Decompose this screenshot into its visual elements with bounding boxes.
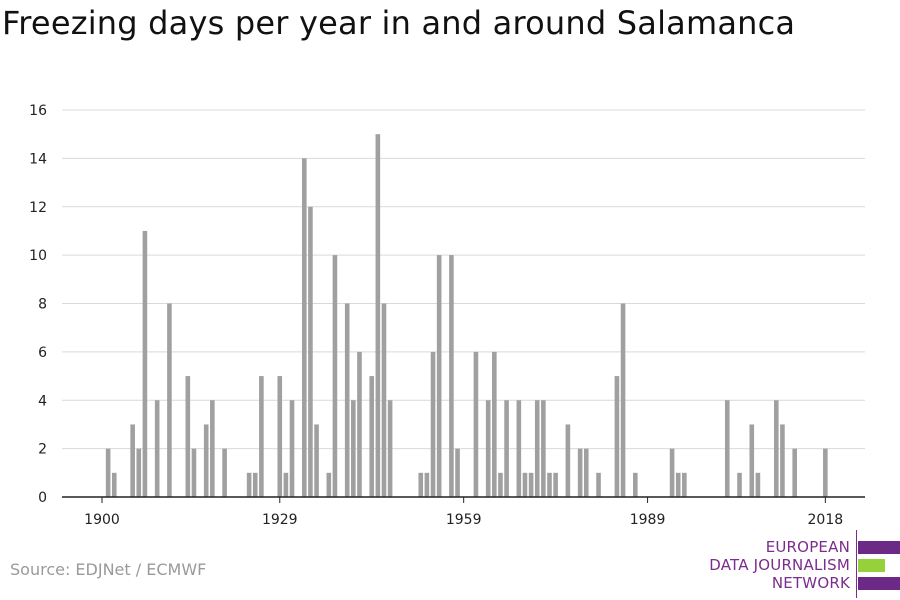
- bar-2010: [774, 400, 779, 497]
- y-tick-label-8: 8: [38, 297, 47, 313]
- bar-1926: [259, 376, 264, 497]
- bar-1914: [185, 376, 191, 497]
- bar-1966: [504, 400, 509, 497]
- bar-1954: [430, 351, 436, 497]
- bar-1981: [596, 472, 601, 497]
- bar-1974: [553, 472, 558, 497]
- bar-1925: [252, 472, 258, 497]
- gridlines: [62, 109, 865, 450]
- chart-title: Freezing days per year in and around Sal…: [2, 4, 796, 42]
- bar-1994: [675, 472, 681, 497]
- bar-1963: [485, 400, 491, 497]
- bar-1934: [308, 206, 313, 497]
- bar-1930: [283, 472, 289, 497]
- bar-2006: [749, 424, 755, 497]
- bar-1965: [498, 472, 503, 497]
- bar-1957: [449, 255, 454, 497]
- bar-1985: [620, 303, 626, 497]
- bar-1941: [351, 400, 356, 497]
- y-tick-label-14: 14: [29, 151, 47, 167]
- x-axis: 1900 1929 1959 1989 2018: [62, 496, 865, 528]
- bar-1944: [369, 376, 375, 497]
- bar-1907: [142, 230, 148, 497]
- logo-divider: [856, 530, 857, 598]
- bar-1946: [381, 303, 387, 497]
- logo-bar-bottom: [858, 577, 900, 590]
- bar-1935: [314, 424, 319, 497]
- y-tick-label-0: 0: [38, 490, 47, 506]
- bar-1976: [565, 424, 571, 497]
- y-tick-label-6: 6: [38, 345, 47, 361]
- bar-1933: [301, 158, 307, 497]
- logo-text-line-2: DATA JOURNALISM: [709, 556, 850, 574]
- x-tick-label-1959: 1959: [446, 512, 482, 528]
- bar-1984: [614, 376, 620, 497]
- bar-chart: 0 2 4 6 8 10 12 14 16 1900 1929 1959 1989 2018: [29, 103, 865, 528]
- source-note: Source: EDJNet / ECMWF: [10, 560, 207, 579]
- bar-1978: [577, 448, 583, 497]
- edjnet-logo[interactable]: EUROPEAN DATA JOURNALISM NETWORK: [700, 528, 900, 598]
- bar-1987: [633, 472, 638, 497]
- bar-1931: [289, 400, 295, 497]
- y-tick-label-2: 2: [38, 442, 47, 458]
- bar-1911: [167, 303, 172, 497]
- bar-1937: [326, 472, 332, 497]
- bar-1942: [357, 351, 362, 497]
- bar-1970: [528, 472, 534, 497]
- bar-1902: [111, 472, 117, 497]
- bar-1995: [682, 472, 687, 497]
- y-tick-label-4: 4: [38, 393, 47, 409]
- bar-1953: [424, 472, 430, 497]
- bar-1993: [669, 448, 675, 497]
- bar-1924: [246, 472, 252, 497]
- y-tick-label-16: 16: [29, 103, 47, 119]
- bar-1955: [436, 255, 442, 497]
- bar-1952: [418, 472, 424, 497]
- logo-bar-top: [858, 541, 900, 554]
- bar-1961: [473, 351, 479, 497]
- bar-1905: [130, 424, 135, 497]
- y-tick-label-12: 12: [29, 200, 47, 216]
- bar-1901: [105, 448, 111, 497]
- bar-1917: [203, 424, 209, 497]
- bar-2018: [823, 448, 828, 497]
- y-axis-tick-labels: 0 2 4 6 8 10 12 14 16: [29, 103, 47, 506]
- bar-1958: [455, 448, 460, 497]
- bar-1972: [541, 400, 546, 497]
- bar-1938: [332, 255, 338, 497]
- bar-1906: [136, 448, 142, 497]
- bar-1964: [492, 351, 497, 497]
- bars: [105, 134, 828, 497]
- bar-2004: [737, 472, 742, 497]
- bar-1940: [344, 303, 350, 497]
- x-tick-label-2018: 2018: [808, 512, 844, 528]
- logo-bar-middle: [858, 559, 885, 572]
- bar-1969: [522, 472, 528, 497]
- bar-2013: [792, 448, 797, 497]
- bar-1929: [277, 376, 283, 497]
- x-tick-label-1900: 1900: [84, 512, 120, 528]
- bar-2011: [780, 424, 785, 497]
- y-tick-label-10: 10: [29, 248, 47, 264]
- bar-2007: [755, 472, 761, 497]
- x-tick-label-1929: 1929: [262, 512, 298, 528]
- bar-1973: [547, 472, 552, 497]
- bar-1947: [387, 400, 393, 497]
- bar-1968: [516, 400, 522, 497]
- bar-1909: [154, 400, 160, 497]
- logo-text-line-3: NETWORK: [771, 574, 850, 592]
- bar-2002: [724, 400, 730, 497]
- bar-1918: [210, 400, 215, 497]
- logo-text-line-1: EUROPEAN: [765, 538, 850, 556]
- x-tick-label-1989: 1989: [630, 512, 666, 528]
- bar-1971: [534, 400, 540, 497]
- bar-1920: [222, 448, 227, 497]
- bar-1915: [191, 448, 197, 497]
- bar-1945: [375, 134, 381, 497]
- bar-1979: [583, 448, 589, 497]
